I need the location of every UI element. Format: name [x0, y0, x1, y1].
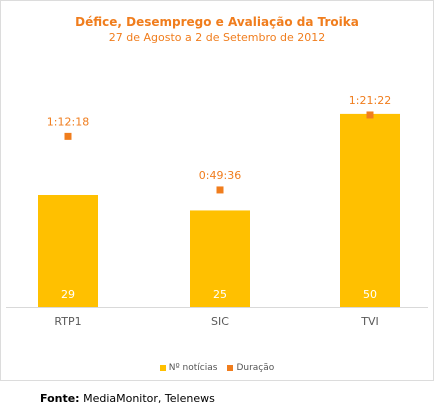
source-label: Fonte:	[40, 392, 80, 405]
legend-swatch-duration	[227, 365, 234, 371]
bar-value-label: 29	[61, 288, 75, 301]
bar-rtp1	[38, 195, 98, 307]
category-label: SIC	[211, 315, 229, 328]
category-label: TVI	[360, 315, 379, 328]
chart-subtitle: 27 de Agosto a 2 de Setembro de 2012	[108, 31, 326, 44]
legend-item-duration: Duração	[227, 363, 274, 373]
duration-marker	[216, 186, 224, 194]
chart-plot: 29 RTP1 1:12:18 25 SIC 0:49:36 50 TVI 1:21:22	[6, 94, 428, 328]
bar-tvi	[340, 113, 400, 308]
legend-swatch-bars	[159, 365, 166, 371]
chart-title: Défice, Desemprego e Avaliação da Troika	[75, 15, 359, 29]
duration-label: 1:21:22	[349, 94, 391, 107]
bar-value-label: 50	[363, 288, 377, 301]
legend-label-bars: Nº notícias	[168, 363, 218, 373]
chart-legend: Nº notícias Duração	[0, 363, 434, 373]
bar-sic	[190, 210, 250, 307]
duration-marker	[366, 111, 374, 119]
duration-label: 1:12:18	[47, 115, 89, 128]
source-text: MediaMonitor, Telenews	[79, 392, 215, 405]
legend-label-duration: Duração	[236, 363, 275, 373]
source-note: Fonte: MediaMonitor, Telenews	[40, 392, 215, 405]
duration-label: 0:49:36	[199, 169, 241, 182]
duration-marker	[64, 132, 72, 140]
bar-value-label: 25	[213, 288, 227, 301]
category-label: RTP1	[54, 315, 81, 328]
legend-item-bars: Nº notícias	[159, 363, 218, 373]
